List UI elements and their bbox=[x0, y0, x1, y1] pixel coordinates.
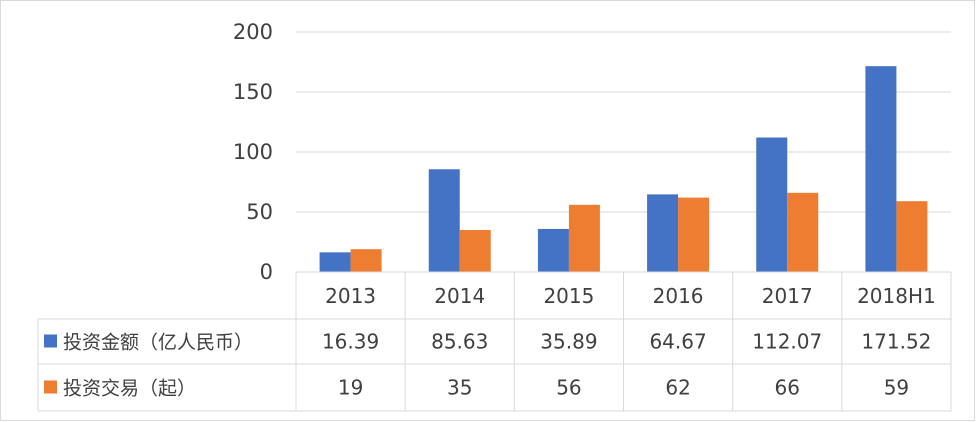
category-label: 2016 bbox=[653, 284, 704, 308]
bar-investment-amount bbox=[537, 228, 569, 272]
data-value: 64.67 bbox=[649, 330, 706, 354]
bar-investment-deals bbox=[459, 230, 491, 272]
legend-label: 投资交易（起） bbox=[63, 378, 196, 400]
legend-swatch bbox=[44, 334, 57, 348]
bar-investment-amount bbox=[319, 252, 351, 272]
legend-swatch bbox=[44, 380, 57, 394]
data-value: 112.07 bbox=[752, 330, 822, 354]
bar-investment-deals bbox=[678, 197, 710, 272]
data-value: 35.89 bbox=[540, 330, 597, 354]
bar-investment-amount bbox=[428, 169, 460, 272]
category-label: 2017 bbox=[762, 284, 813, 308]
data-value: 19 bbox=[338, 376, 363, 400]
bar-investment-amount bbox=[647, 194, 679, 272]
y-axis-ticks: 0 50 100 150 200 bbox=[233, 20, 273, 284]
data-value: 171.52 bbox=[861, 330, 931, 354]
bars bbox=[319, 66, 928, 273]
y-tick-label: 0 bbox=[260, 260, 273, 284]
data-value: 66 bbox=[775, 376, 800, 400]
category-label: 2015 bbox=[543, 284, 594, 308]
data-table: 2013 2014 2015 2016 2017 2018H1 投资金额（亿人民币） 16.3… bbox=[37, 271, 952, 412]
gridlines bbox=[296, 31, 951, 213]
data-value: 59 bbox=[884, 376, 909, 400]
bar-investment-deals bbox=[896, 201, 928, 272]
data-value: 56 bbox=[556, 376, 581, 400]
data-value: 62 bbox=[665, 376, 690, 400]
category-label: 2018H1 bbox=[857, 284, 936, 308]
legend-label: 投资金额（亿人民币） bbox=[63, 332, 253, 354]
y-tick-label: 100 bbox=[233, 140, 273, 164]
y-tick-label: 150 bbox=[233, 80, 273, 104]
data-value: 16.39 bbox=[322, 330, 379, 354]
bar-investment-amount bbox=[756, 137, 788, 272]
category-label: 2014 bbox=[434, 284, 485, 308]
category-label: 2013 bbox=[325, 284, 376, 308]
data-value: 85.63 bbox=[431, 330, 488, 354]
data-value: 35 bbox=[447, 376, 472, 400]
bar-investment-deals bbox=[350, 249, 382, 272]
bar-investment-amount bbox=[865, 66, 897, 273]
bar-investment-deals bbox=[787, 192, 819, 272]
bar-investment-deals bbox=[568, 204, 600, 272]
y-tick-label: 200 bbox=[233, 20, 273, 44]
y-tick-label: 50 bbox=[246, 200, 273, 224]
